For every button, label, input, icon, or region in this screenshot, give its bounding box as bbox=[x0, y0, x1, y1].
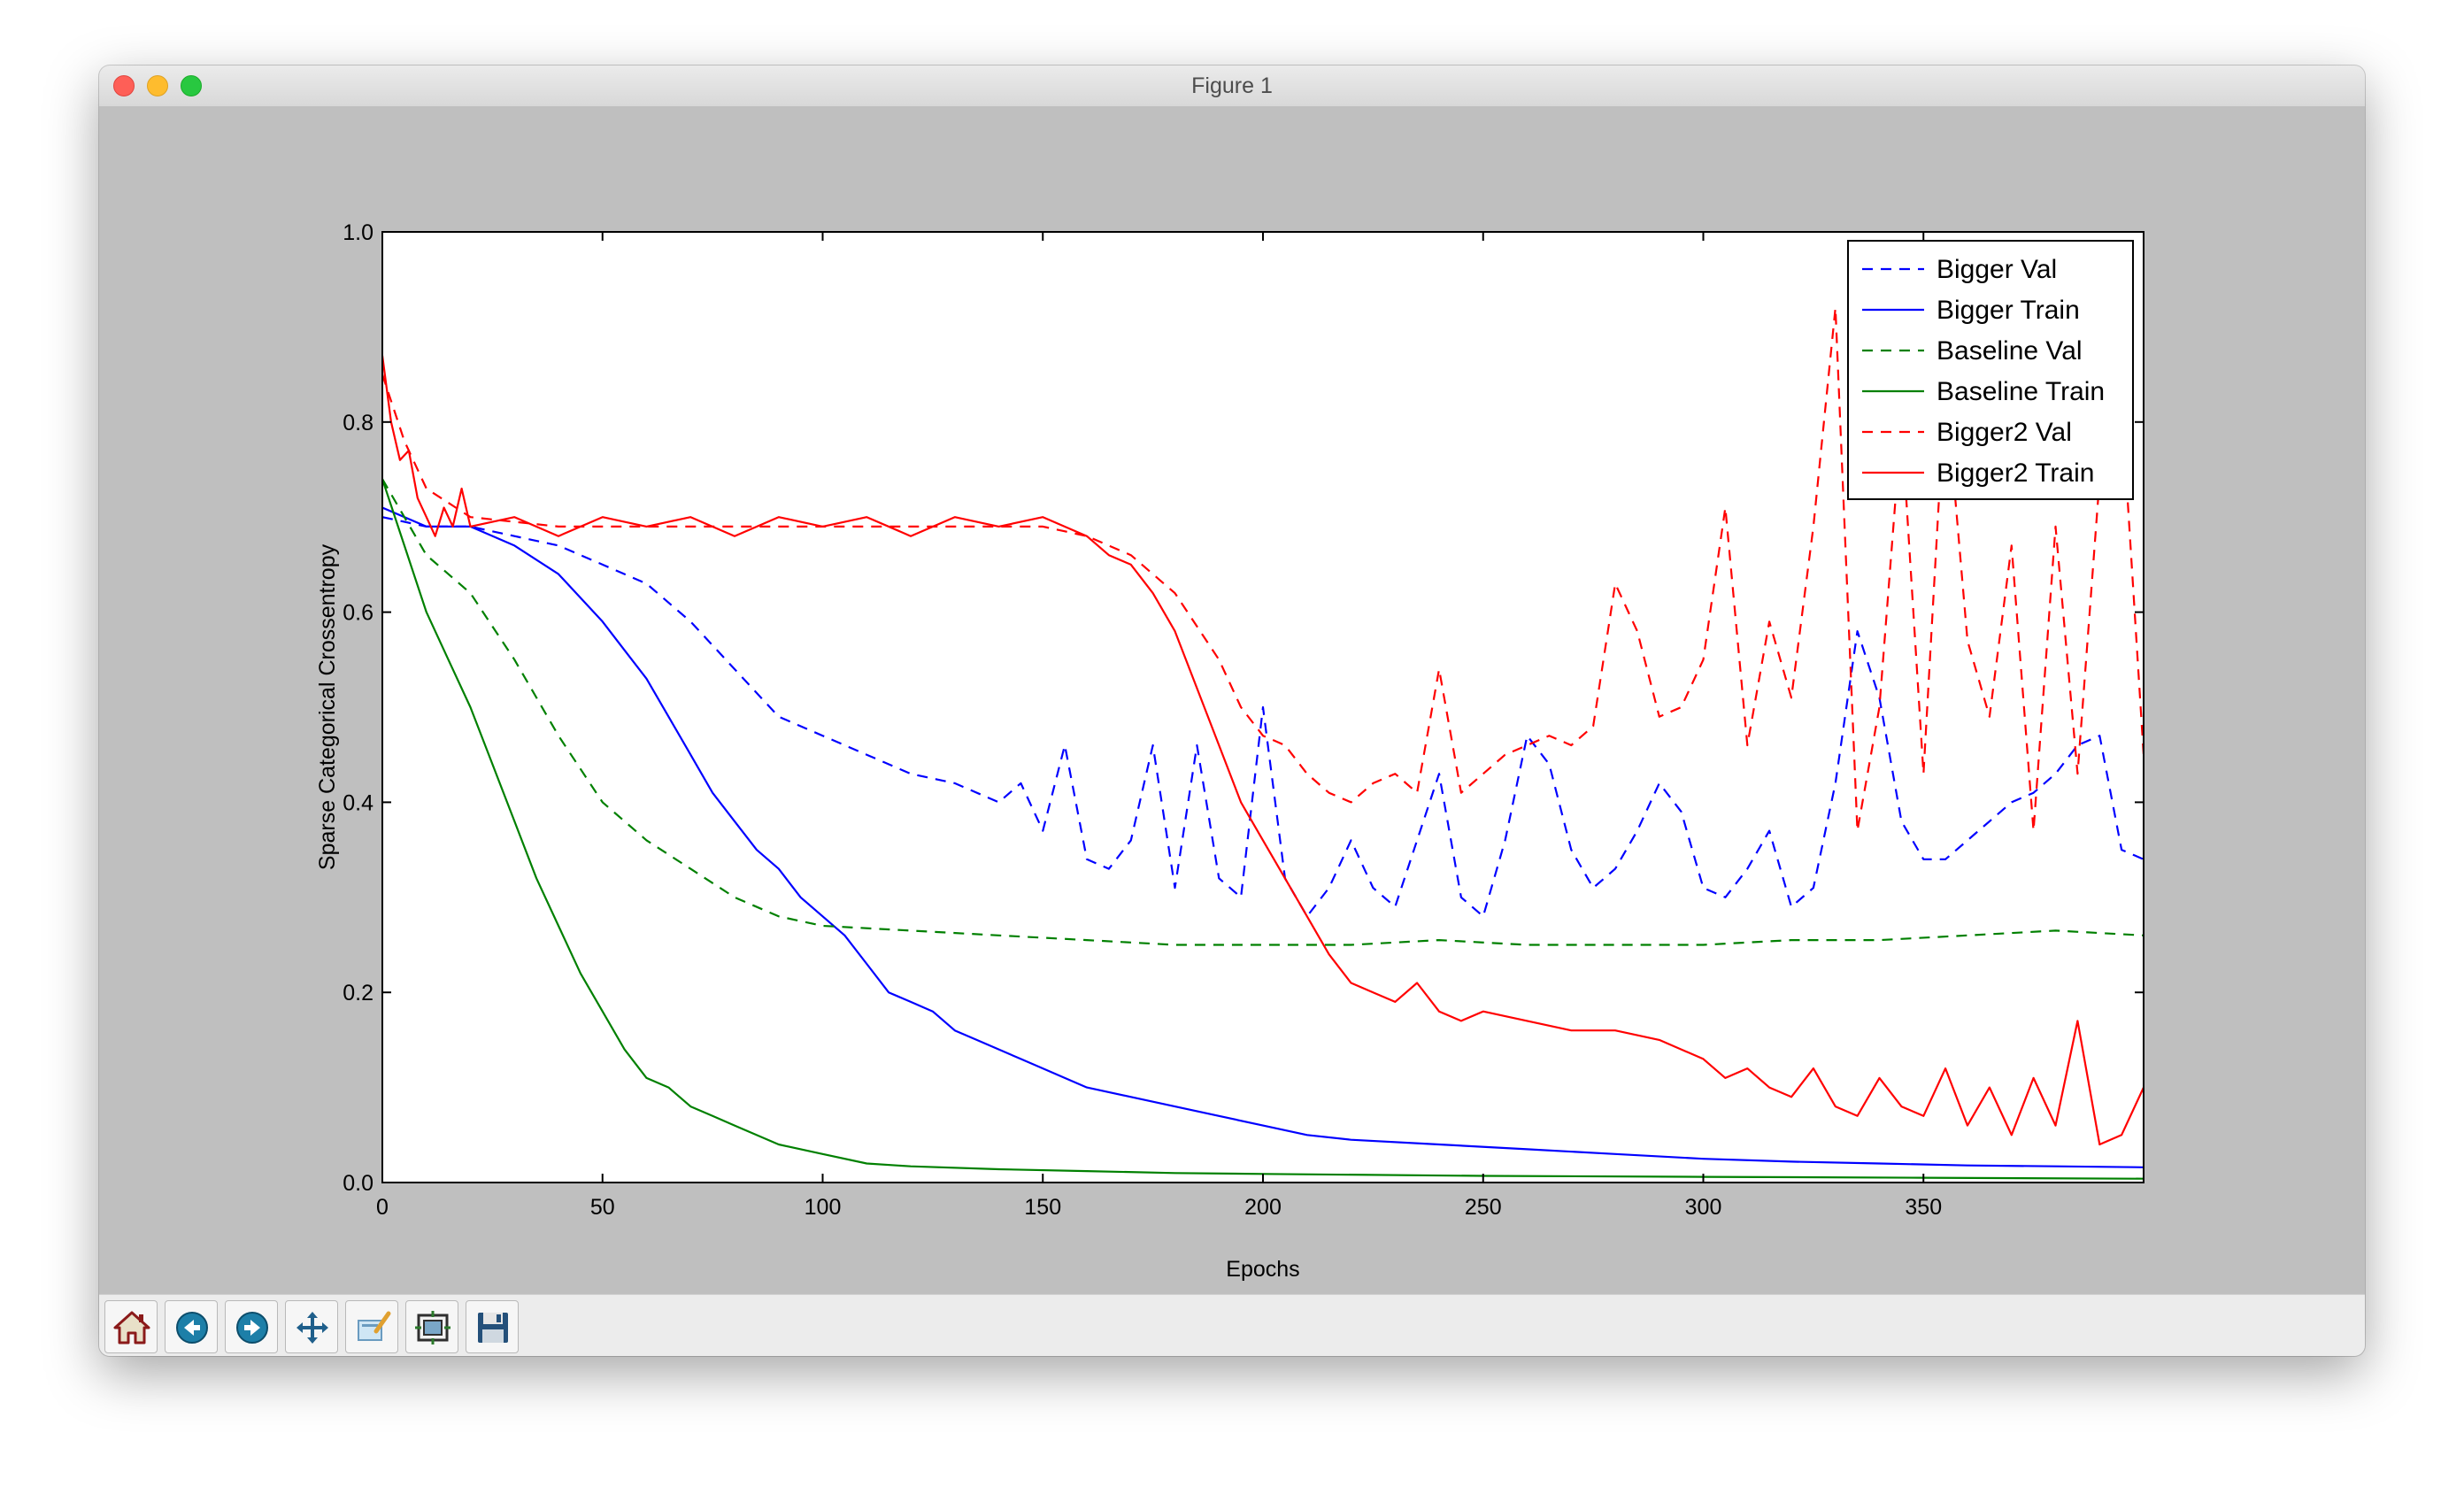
close-window-button[interactable] bbox=[113, 75, 135, 96]
y-axis-label: Sparse Categorical Crossentropy bbox=[315, 543, 340, 870]
series-line-bigger-val bbox=[382, 516, 2144, 918]
maximize-window-button[interactable] bbox=[181, 75, 202, 96]
legend-label-bigger2-train: Bigger2 Train bbox=[1937, 458, 2094, 488]
home-icon bbox=[113, 1311, 150, 1344]
minimize-window-button[interactable] bbox=[147, 75, 168, 96]
title-bar[interactable]: Figure 1 bbox=[99, 65, 2365, 107]
legend: Bigger Val Bigger Train Baseline Val Baseli… bbox=[1847, 240, 2134, 500]
back-button[interactable] bbox=[165, 1300, 218, 1353]
subplots-button[interactable] bbox=[405, 1300, 458, 1353]
series-line-baseline-val bbox=[382, 478, 2144, 946]
series-line-bigger-train bbox=[382, 506, 2144, 1168]
figure-window: Figure 1 0 50 100 150 200 250 300 350 0.0 0.2 0.4 0… bbox=[99, 65, 2365, 1356]
legend-label-bigger2-val: Bigger2 Val bbox=[1937, 418, 2072, 447]
y-tick-label: 0.6 bbox=[343, 601, 373, 626]
x-tick-label: 100 bbox=[805, 1195, 842, 1220]
save-button[interactable] bbox=[466, 1300, 519, 1353]
x-tick-label: 0 bbox=[376, 1195, 389, 1220]
x-tick-label: 350 bbox=[1905, 1195, 1942, 1220]
window-title: Figure 1 bbox=[1191, 73, 1273, 98]
back-arrow-icon bbox=[176, 1312, 208, 1344]
legend-label-bigger-val: Bigger Val bbox=[1937, 255, 2057, 284]
floppy-disk-icon bbox=[478, 1313, 508, 1343]
legend-label-bigger-train: Bigger Train bbox=[1937, 296, 2080, 325]
x-tick-label: 300 bbox=[1685, 1195, 1722, 1220]
legend-label-baseline-train: Baseline Train bbox=[1937, 377, 2105, 406]
y-tick-label: 1.0 bbox=[343, 220, 373, 245]
pan-button[interactable] bbox=[285, 1300, 338, 1353]
zoom-rect-icon bbox=[358, 1311, 391, 1341]
series-line-baseline-train bbox=[382, 478, 2144, 1180]
move-icon bbox=[296, 1312, 328, 1344]
navigation-toolbar bbox=[99, 1294, 2365, 1356]
x-tick-label: 50 bbox=[590, 1195, 615, 1220]
legend-label-baseline-val: Baseline Val bbox=[1937, 336, 2083, 366]
series-line-bigger2-train bbox=[382, 355, 2144, 1146]
y-tick-label: 0.0 bbox=[343, 1171, 373, 1196]
subplots-icon bbox=[415, 1311, 450, 1344]
legend-frame bbox=[1847, 240, 2134, 500]
x-tick-label: 200 bbox=[1244, 1195, 1282, 1220]
forward-arrow-icon bbox=[236, 1312, 268, 1344]
line-chart: 0 50 100 150 200 250 300 3500.00.20.40.60.81.0 … bbox=[315, 220, 2144, 1282]
y-tick-label: 0.2 bbox=[343, 981, 373, 1005]
x-axis-label: Epochs bbox=[1226, 1257, 1299, 1282]
forward-button[interactable] bbox=[225, 1300, 278, 1353]
x-tick-label: 250 bbox=[1465, 1195, 1502, 1220]
zoom-button[interactable] bbox=[345, 1300, 398, 1353]
x-tick-label: 150 bbox=[1024, 1195, 1061, 1220]
y-tick-label: 0.8 bbox=[343, 411, 373, 435]
y-tick-label: 0.4 bbox=[343, 790, 373, 815]
figure-canvas[interactable]: 0 50 100 150 200 250 300 350 0.0 0.2 0.4 0.6 0.8 1.0 … bbox=[99, 106, 2365, 1294]
home-button[interactable] bbox=[104, 1300, 158, 1353]
